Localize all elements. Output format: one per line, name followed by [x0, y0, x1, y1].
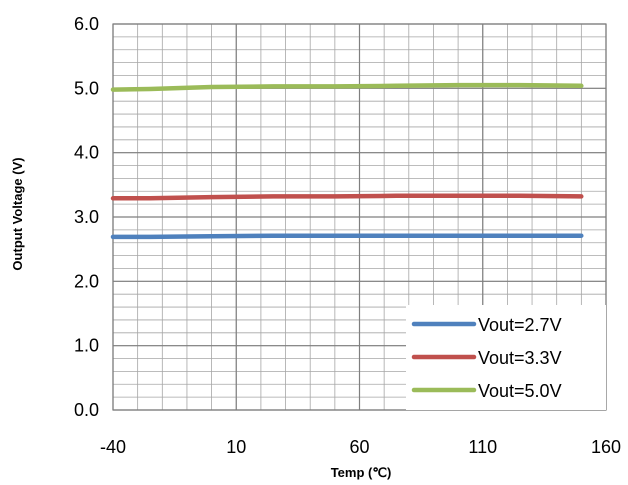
y-tick-label: 5.0: [74, 78, 99, 98]
series-lines: [110, 82, 584, 240]
y-tick-label: 0.0: [74, 400, 99, 420]
series-line: [110, 82, 584, 92]
x-axis-title: Temp (℃): [331, 465, 392, 480]
y-tick-label: 2.0: [74, 271, 99, 291]
x-axis-ticks: -40 10 60 110 160: [100, 437, 621, 457]
x-tick-label: 10: [226, 437, 246, 457]
x-tick-label: -40: [100, 437, 126, 457]
y-tick-label: 6.0: [74, 14, 99, 34]
y-axis-title: Output Voltage (V): [10, 157, 25, 270]
legend-label: Vout=3.3V: [478, 348, 562, 368]
plot-area-border: [112, 23, 607, 411]
series-line: [110, 233, 584, 240]
y-tick-label: 1.0: [74, 336, 99, 356]
y-tick-label: 4.0: [74, 143, 99, 163]
legend: Vout=2.7V Vout=3.3V Vout=5.0V: [406, 305, 606, 410]
legend-label: Vout=2.7V: [478, 315, 562, 335]
y-axis-ticks: 0.0 1.0 2.0 3.0 4.0 5.0 6.0: [74, 14, 99, 420]
series-line: [110, 193, 584, 201]
y-tick-label: 3.0: [74, 207, 99, 227]
x-tick-label: 160: [591, 437, 621, 457]
x-tick-label: 110: [468, 437, 497, 457]
legend-label: Vout=5.0V: [478, 381, 562, 401]
x-tick-label: 60: [349, 437, 369, 457]
